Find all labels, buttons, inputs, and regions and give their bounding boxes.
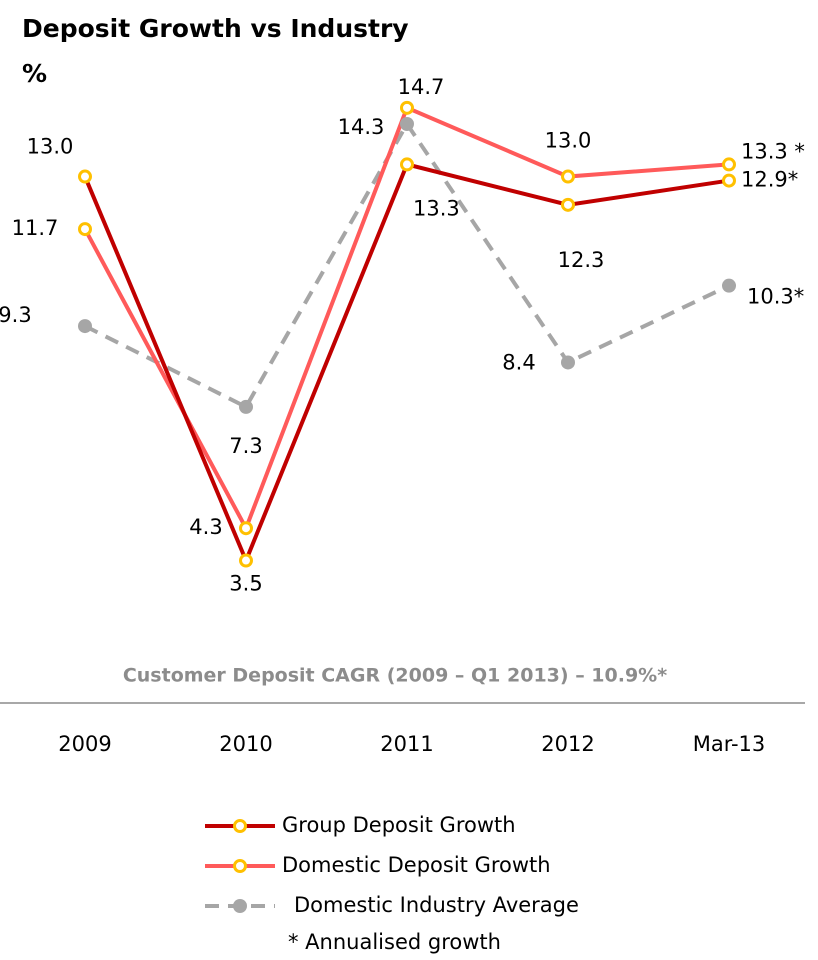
data-label: 11.7	[12, 216, 59, 240]
data-label: 9.3	[0, 303, 32, 327]
legend-marker	[233, 819, 247, 833]
series-line	[83, 162, 730, 566]
legend-marker	[233, 859, 247, 873]
legend-label: Group Deposit Growth	[282, 813, 516, 837]
data-label: 14.3	[338, 115, 385, 139]
legend-label: Domestic Industry Average	[294, 893, 579, 917]
data-label: 7.3	[229, 434, 262, 458]
x-tick-label: 2012	[541, 732, 594, 756]
marker	[400, 116, 414, 131]
marker	[722, 173, 736, 188]
x-tick-label: 2010	[219, 732, 272, 756]
data-label: 13.0	[27, 135, 74, 159]
data-label: 13.3	[413, 196, 460, 220]
data-label: 12.9*	[741, 168, 798, 192]
data-label: 12.3	[558, 248, 605, 272]
chart-subtitle: %	[22, 59, 47, 88]
marker	[400, 100, 414, 115]
marker	[561, 355, 575, 370]
marker	[561, 169, 575, 184]
marker	[78, 169, 92, 184]
series-line	[84, 120, 730, 410]
marker	[239, 553, 253, 568]
marker	[78, 222, 92, 237]
data-label: 3.5	[229, 572, 262, 596]
legend-marker	[233, 899, 247, 913]
annotation: Customer Deposit CAGR (2009 – Q1 2013) –…	[123, 665, 667, 687]
marker	[561, 197, 575, 212]
data-label: 13.3 *	[741, 139, 805, 163]
marker	[722, 157, 736, 172]
footnote: * Annualised growth	[288, 930, 501, 954]
marker	[400, 157, 414, 172]
marker	[722, 278, 736, 293]
marker	[78, 319, 92, 334]
data-label: 14.7	[398, 75, 445, 99]
x-tick-label: 2009	[58, 732, 111, 756]
chart-title: Deposit Growth vs Industry	[22, 14, 409, 43]
marker	[239, 521, 253, 536]
data-label: 8.4	[502, 350, 535, 374]
marker	[239, 399, 253, 414]
x-tick-label: Mar-13	[693, 732, 766, 756]
data-label: 13.0	[545, 129, 592, 153]
data-label: 4.3	[189, 515, 222, 539]
x-tick-label: 2011	[380, 732, 433, 756]
data-label: 10.3*	[747, 285, 804, 309]
legend-label: Domestic Deposit Growth	[282, 853, 551, 877]
